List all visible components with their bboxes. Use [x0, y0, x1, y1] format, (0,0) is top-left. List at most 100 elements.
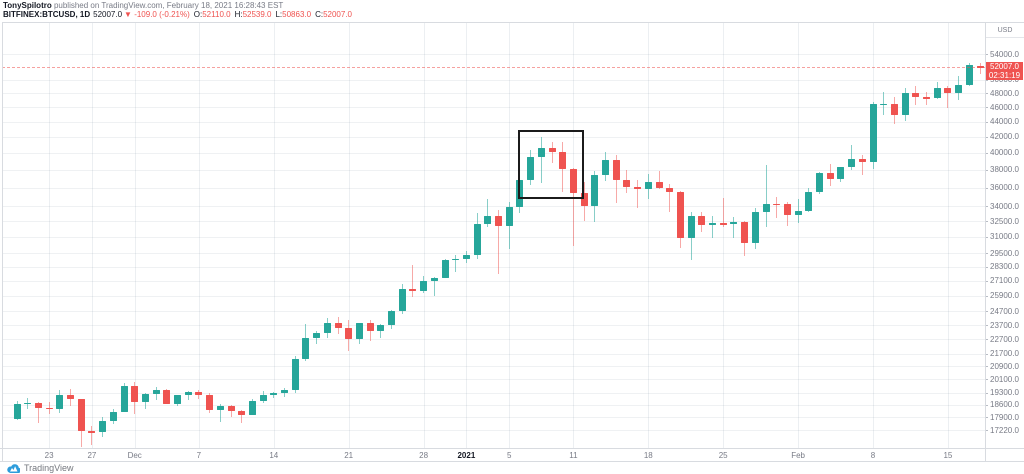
candle-body: [548, 148, 556, 153]
time-axis-label[interactable]: 18: [643, 451, 653, 460]
price-axis-label[interactable]: 18600.0: [990, 400, 1019, 410]
price-axis-label[interactable]: 48000.0: [990, 88, 1019, 98]
price-axis-label[interactable]: 38000.0: [990, 165, 1019, 175]
price-axis-label[interactable]: 36000.0: [990, 183, 1019, 193]
price-tick: [985, 325, 988, 326]
time-axis-label[interactable]: 11: [569, 451, 578, 460]
time-axis-label[interactable]: Dec: [127, 451, 142, 460]
candle-wick: [230, 405, 232, 417]
candle-wick: [551, 141, 553, 163]
price-gridline: [3, 392, 985, 394]
candle-wick: [198, 390, 200, 400]
candle-body: [848, 159, 856, 168]
price-axis-label[interactable]: 27100.0: [990, 276, 1019, 286]
price-axis-label[interactable]: 40000.0: [990, 148, 1019, 158]
candle-body: [302, 337, 310, 360]
week-gridline: [573, 22, 575, 448]
candle-body: [495, 216, 502, 227]
candle-wick: [851, 144, 853, 170]
time-axis-label[interactable]: 14: [269, 451, 279, 460]
price-axis-label[interactable]: 19300.0: [990, 388, 1019, 398]
price-axis-label[interactable]: 32500.0: [990, 216, 1019, 226]
price-axis-label[interactable]: 29500.0: [990, 248, 1019, 258]
week-gridline: [423, 22, 425, 448]
candle-wick: [498, 209, 499, 274]
time-axis-label[interactable]: Feb: [791, 451, 805, 460]
countdown-badge: 02:31:19: [986, 71, 1023, 80]
price-axis-label[interactable]: 20100.0: [990, 374, 1019, 384]
candle-body: [141, 394, 149, 402]
ohlc-open: O:52110.0: [193, 10, 231, 19]
price-axis-label[interactable]: 23700.0: [990, 320, 1019, 330]
time-axis-label[interactable]: 21: [344, 451, 354, 460]
candle-wick: [712, 215, 713, 238]
price-gridline: [3, 266, 985, 268]
price-axis-label[interactable]: 28300.0: [990, 262, 1019, 272]
price-axis-label[interactable]: 20900.0: [990, 361, 1019, 371]
price-tick: [985, 339, 988, 341]
candle-wick: [380, 323, 382, 339]
price-gridline: [3, 366, 985, 368]
price-axis-unit[interactable]: USD: [986, 23, 1024, 38]
price-axis-label[interactable]: 22700.0: [990, 334, 1019, 344]
candle-body: [45, 407, 53, 410]
price-tick: [985, 121, 988, 123]
tradingview-logo[interactable]: TradingView: [0, 462, 1024, 474]
plot-left-border: [2, 22, 3, 461]
price-tick: [985, 379, 988, 381]
symbol-label: BITFINEX:BTCUSD, 1D: [3, 10, 91, 19]
price-axis-label[interactable]: 24700.0: [990, 306, 1019, 316]
price-gridline: [3, 93, 985, 95]
time-axis-label[interactable]: 25: [718, 451, 728, 460]
price-axis-label[interactable]: 17220.0: [990, 425, 1019, 435]
candle-body: [259, 394, 267, 401]
candle-body: [869, 104, 877, 163]
candle-body: [901, 93, 909, 116]
price-axis-label[interactable]: 44000.0: [990, 117, 1019, 127]
price-axis-label[interactable]: 42000.0: [990, 132, 1019, 142]
week-gridline: [348, 22, 350, 448]
candle-wick: [572, 167, 574, 247]
last-price-badge: 52007.0: [986, 62, 1023, 71]
candle-body: [944, 88, 952, 94]
price-axis-label[interactable]: 17900.0: [990, 412, 1019, 422]
time-axis-label[interactable]: 27: [87, 451, 97, 460]
price-axis-label[interactable]: 21700.0: [990, 349, 1019, 359]
candle-wick: [861, 155, 863, 176]
price-axis-label[interactable]: 54000.0: [990, 49, 1019, 59]
time-axis-label[interactable]: 28: [419, 451, 429, 460]
week-gridline: [947, 22, 949, 448]
candle-body: [377, 324, 385, 332]
price-gridline: [3, 107, 985, 109]
price-gridline: [3, 253, 985, 255]
price-tick: [985, 392, 988, 394]
time-axis-label[interactable]: 5: [506, 451, 512, 460]
candle-wick: [433, 277, 435, 297]
cloud-logo-icon: [7, 463, 20, 473]
price-gridline: [3, 325, 985, 326]
price-axis-label[interactable]: 25900.0: [990, 291, 1019, 301]
price-axis-label[interactable]: 46000.0: [990, 102, 1019, 112]
time-axis-label[interactable]: 8: [870, 451, 876, 460]
candle-wick: [883, 91, 885, 115]
price-axis-label[interactable]: 34000.0: [990, 201, 1019, 211]
price-gridline: [3, 339, 985, 341]
time-axis-label[interactable]: 15: [943, 451, 953, 460]
candle-wick: [637, 179, 639, 208]
candle-body: [99, 420, 107, 433]
candle-body: [559, 152, 567, 169]
candle-body: [441, 260, 449, 278]
price-axis-label[interactable]: 31000.0: [990, 232, 1019, 242]
candle-body: [77, 399, 85, 432]
candle-body: [965, 65, 973, 85]
price-gridline: [3, 417, 985, 419]
candle-body: [687, 216, 695, 239]
time-axis-label[interactable]: 23: [44, 451, 54, 460]
candle-body: [527, 157, 535, 181]
time-axis-label[interactable]: 7: [196, 451, 202, 460]
time-axis-label[interactable]: 2021: [457, 451, 476, 460]
candle-body: [580, 193, 588, 206]
candle-body: [537, 148, 545, 158]
